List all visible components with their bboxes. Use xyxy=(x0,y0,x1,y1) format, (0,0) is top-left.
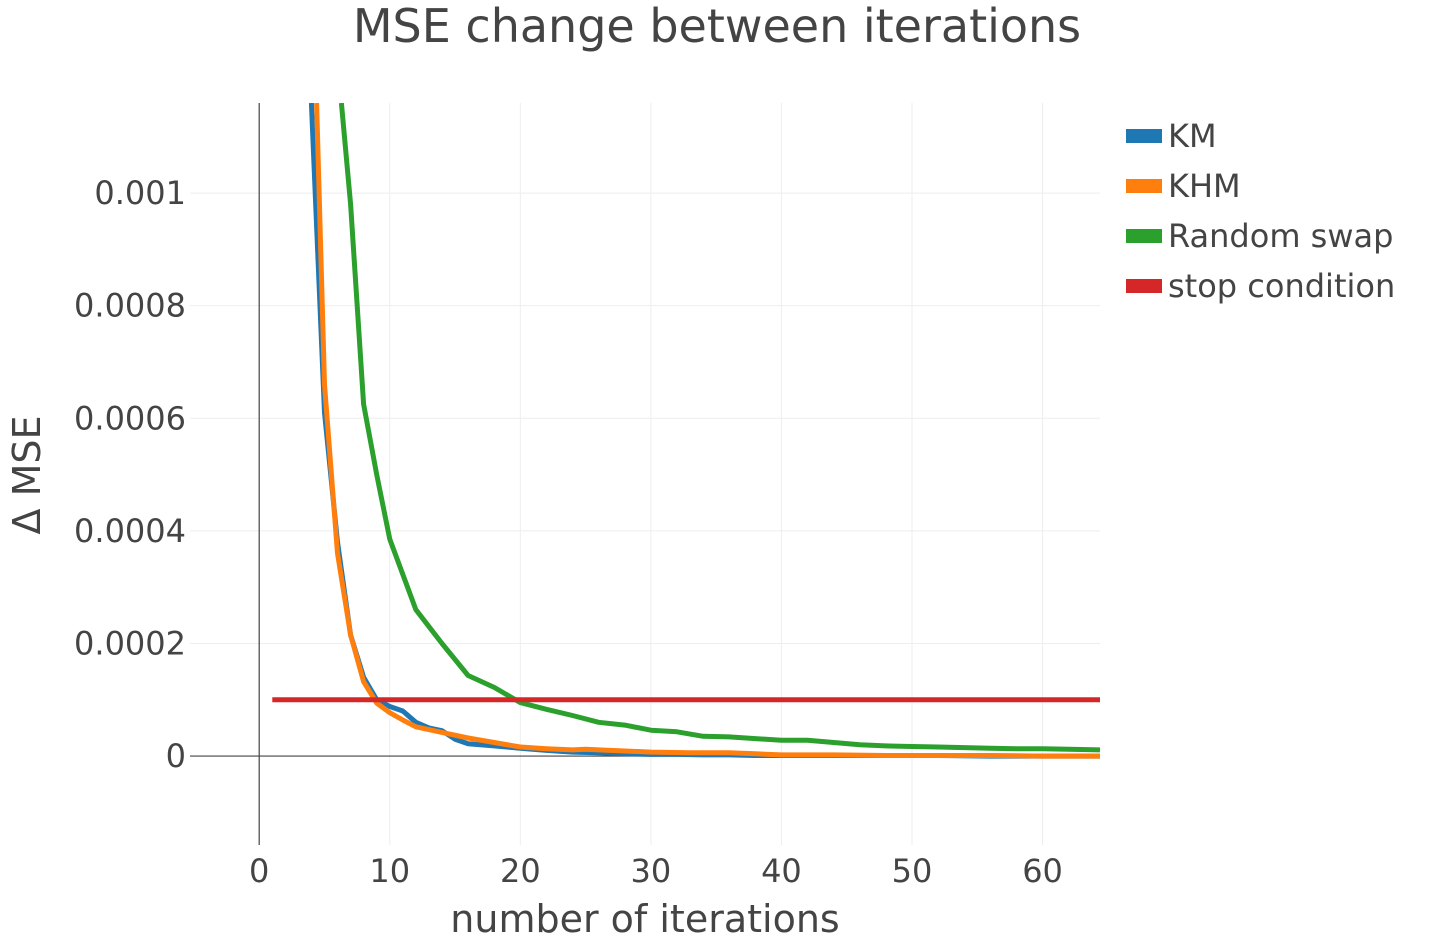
legend-swatch-km xyxy=(1126,129,1162,143)
y-tick-label: 0.0002 xyxy=(74,624,186,662)
y-tick-label: 0 xyxy=(166,737,186,775)
series-line-random-swap xyxy=(338,103,1100,753)
series-line-km xyxy=(308,103,1100,759)
y-tick-label: 0.0008 xyxy=(74,287,186,325)
legend: KM KHM Random swap stop condition xyxy=(1126,117,1395,305)
legend-swatch-khm xyxy=(1126,179,1162,193)
y-tick-label: 0.0004 xyxy=(74,512,186,550)
x-tick-label: 20 xyxy=(500,852,541,890)
y-tick-label: 0.0006 xyxy=(74,399,186,437)
x-tick-label: 50 xyxy=(892,852,933,890)
tick-labels: 0 10 20 30 40 50 60 0 0.0002 0.0004 0.0006 0.0008 0.… xyxy=(74,174,1063,890)
plot-area xyxy=(272,103,1100,759)
x-tick-label: 0 xyxy=(249,852,269,890)
x-tick-label: 40 xyxy=(761,852,802,890)
y-axis-title: Δ MSE xyxy=(5,416,49,535)
legend-label-km: KM xyxy=(1168,117,1217,155)
legend-label-stop-condition: stop condition xyxy=(1168,267,1395,305)
legend-label-random-swap: Random swap xyxy=(1168,217,1393,255)
chart-title: MSE change between iterations xyxy=(353,0,1081,53)
grid xyxy=(190,103,1100,845)
x-tick-label: 60 xyxy=(1022,852,1063,890)
legend-label-khm: KHM xyxy=(1168,167,1241,205)
series-line-khm xyxy=(314,103,1100,759)
x-tick-label: 30 xyxy=(631,852,672,890)
x-axis-title: number of iterations xyxy=(450,897,839,941)
axes xyxy=(190,103,1100,845)
y-tick-label: 0.001 xyxy=(94,174,186,212)
legend-swatch-random-swap xyxy=(1126,229,1162,243)
x-tick-label: 10 xyxy=(369,852,410,890)
legend-swatch-stop-condition xyxy=(1126,279,1162,293)
